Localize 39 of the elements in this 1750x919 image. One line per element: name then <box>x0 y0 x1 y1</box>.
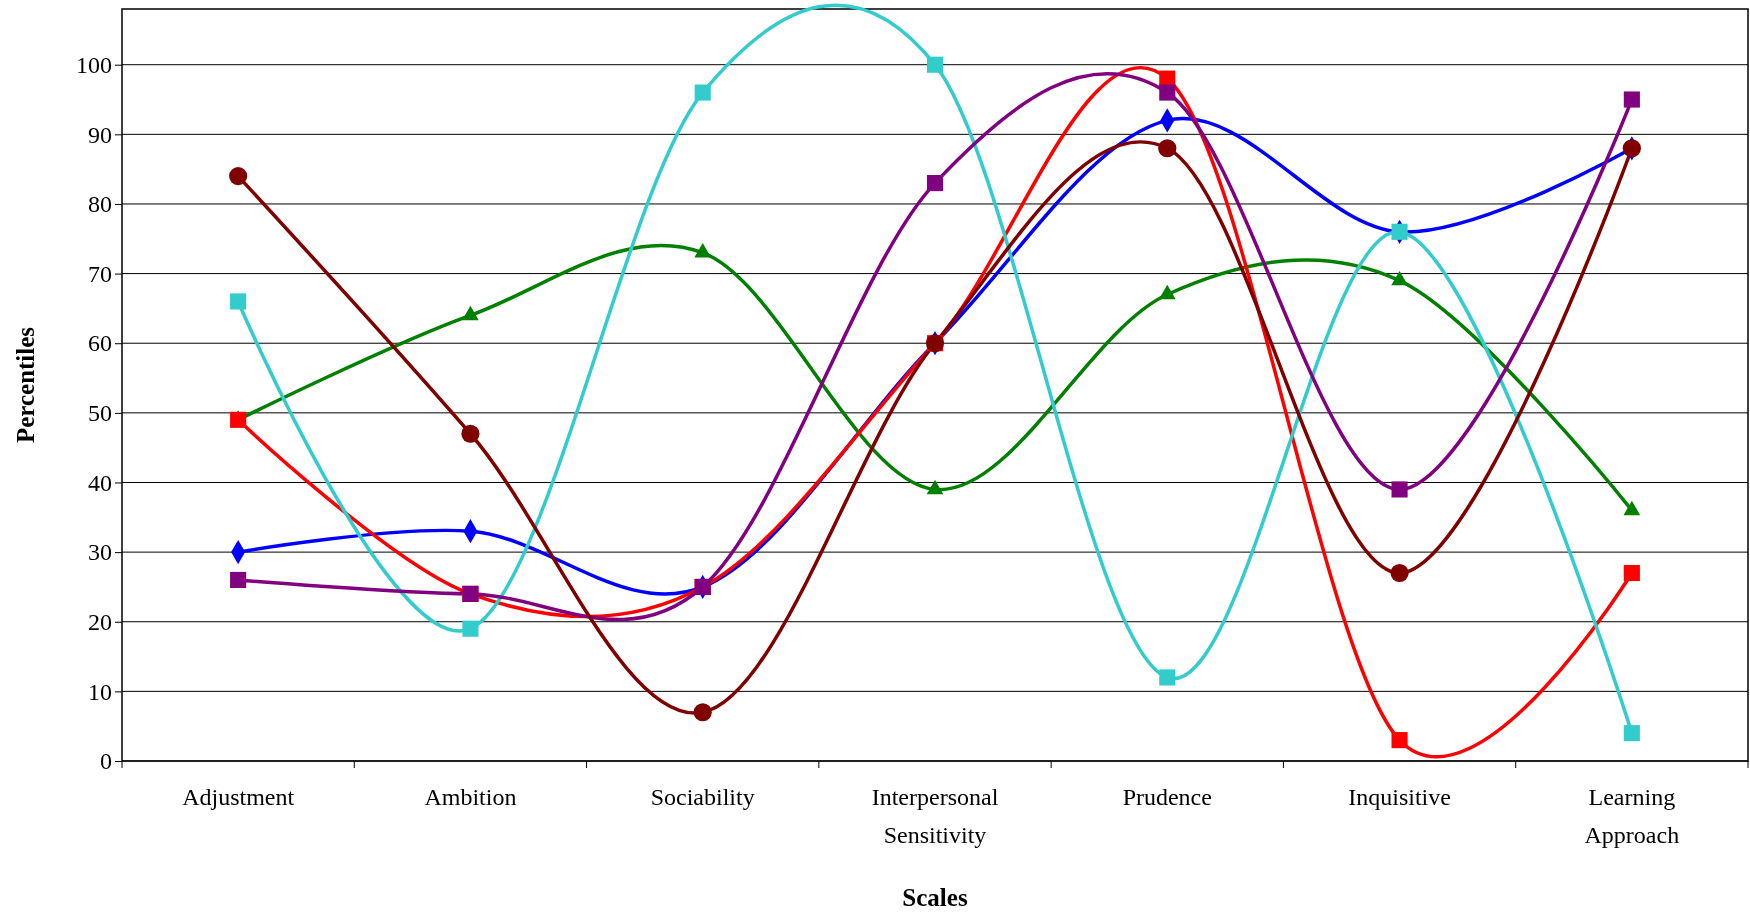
point <box>1390 563 1409 583</box>
point <box>926 56 944 73</box>
x-tick-label: Learning Approach <box>1584 784 1680 848</box>
point <box>1159 84 1176 101</box>
y-tick-label: 10 <box>88 678 112 705</box>
x-tick-label: Adjustment <box>182 784 295 810</box>
point <box>230 571 247 589</box>
point <box>1158 139 1177 158</box>
point <box>1391 223 1408 240</box>
x-tick-label: Inquisitive <box>1348 784 1451 810</box>
point <box>230 293 247 310</box>
point <box>462 620 479 637</box>
y-tick-label: 60 <box>88 330 112 357</box>
y-tick-label: 0 <box>100 748 112 775</box>
point <box>1623 91 1640 108</box>
y-tick-label: 50 <box>88 400 112 427</box>
y-tick-label: 80 <box>88 191 112 218</box>
point <box>693 703 712 722</box>
point <box>694 84 711 101</box>
point <box>1391 732 1408 749</box>
x-tick-label: Ambition <box>424 784 517 810</box>
x-axis-title: Scales <box>902 884 968 911</box>
point <box>926 175 944 192</box>
y-tick-label: 70 <box>88 260 112 287</box>
y-tick-label: 20 <box>88 608 112 635</box>
point <box>1623 564 1640 582</box>
y-tick-label: 30 <box>88 539 112 566</box>
point <box>461 424 480 443</box>
x-tick-label: Prudence <box>1122 784 1212 810</box>
y-axis-title: Percentiles <box>12 326 39 444</box>
point <box>1159 669 1176 686</box>
x-tick-label: Interpersonal Sensitivity <box>871 784 999 848</box>
point <box>1623 725 1640 742</box>
y-tick-label: 100 <box>76 51 112 78</box>
y-tick-label: 90 <box>88 121 112 148</box>
x-tick-label: Sociability <box>650 784 755 810</box>
point <box>229 167 248 186</box>
point <box>1391 481 1408 498</box>
y-tick-label: 40 <box>88 469 112 496</box>
